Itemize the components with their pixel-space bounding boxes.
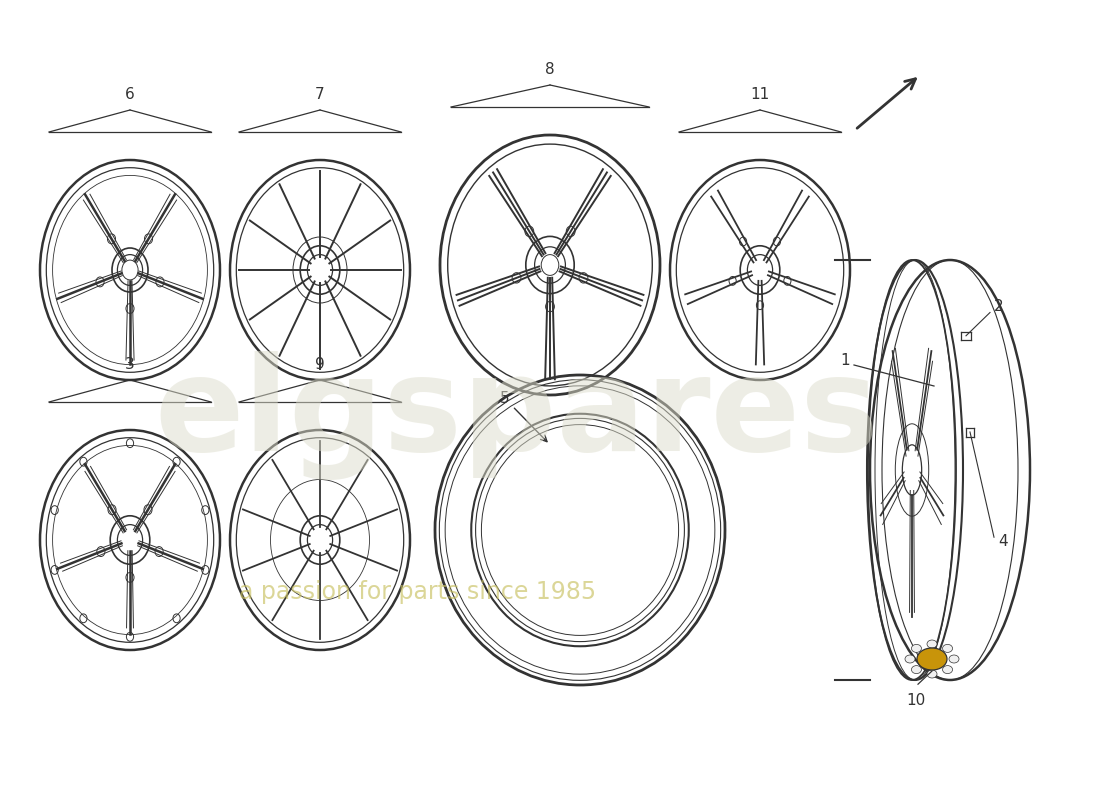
Text: 7: 7 [316, 87, 324, 102]
Text: 1: 1 [840, 354, 850, 368]
Ellipse shape [917, 648, 947, 670]
Text: 3: 3 [125, 357, 135, 372]
Ellipse shape [905, 655, 915, 663]
Text: 2: 2 [994, 298, 1003, 314]
Ellipse shape [943, 666, 953, 674]
Text: elgspares: elgspares [155, 351, 879, 481]
Ellipse shape [943, 644, 953, 652]
Ellipse shape [912, 644, 922, 652]
Text: 9: 9 [315, 357, 324, 372]
Text: 10: 10 [906, 693, 926, 708]
Text: a passion for parts since 1985: a passion for parts since 1985 [240, 580, 596, 604]
Ellipse shape [949, 655, 959, 663]
Text: 5: 5 [500, 391, 547, 442]
Ellipse shape [912, 666, 922, 674]
Ellipse shape [927, 640, 937, 648]
Text: 8: 8 [546, 62, 554, 77]
Text: 6: 6 [125, 87, 135, 102]
Ellipse shape [927, 670, 937, 678]
Text: 11: 11 [750, 87, 770, 102]
Text: 4: 4 [998, 534, 1008, 549]
